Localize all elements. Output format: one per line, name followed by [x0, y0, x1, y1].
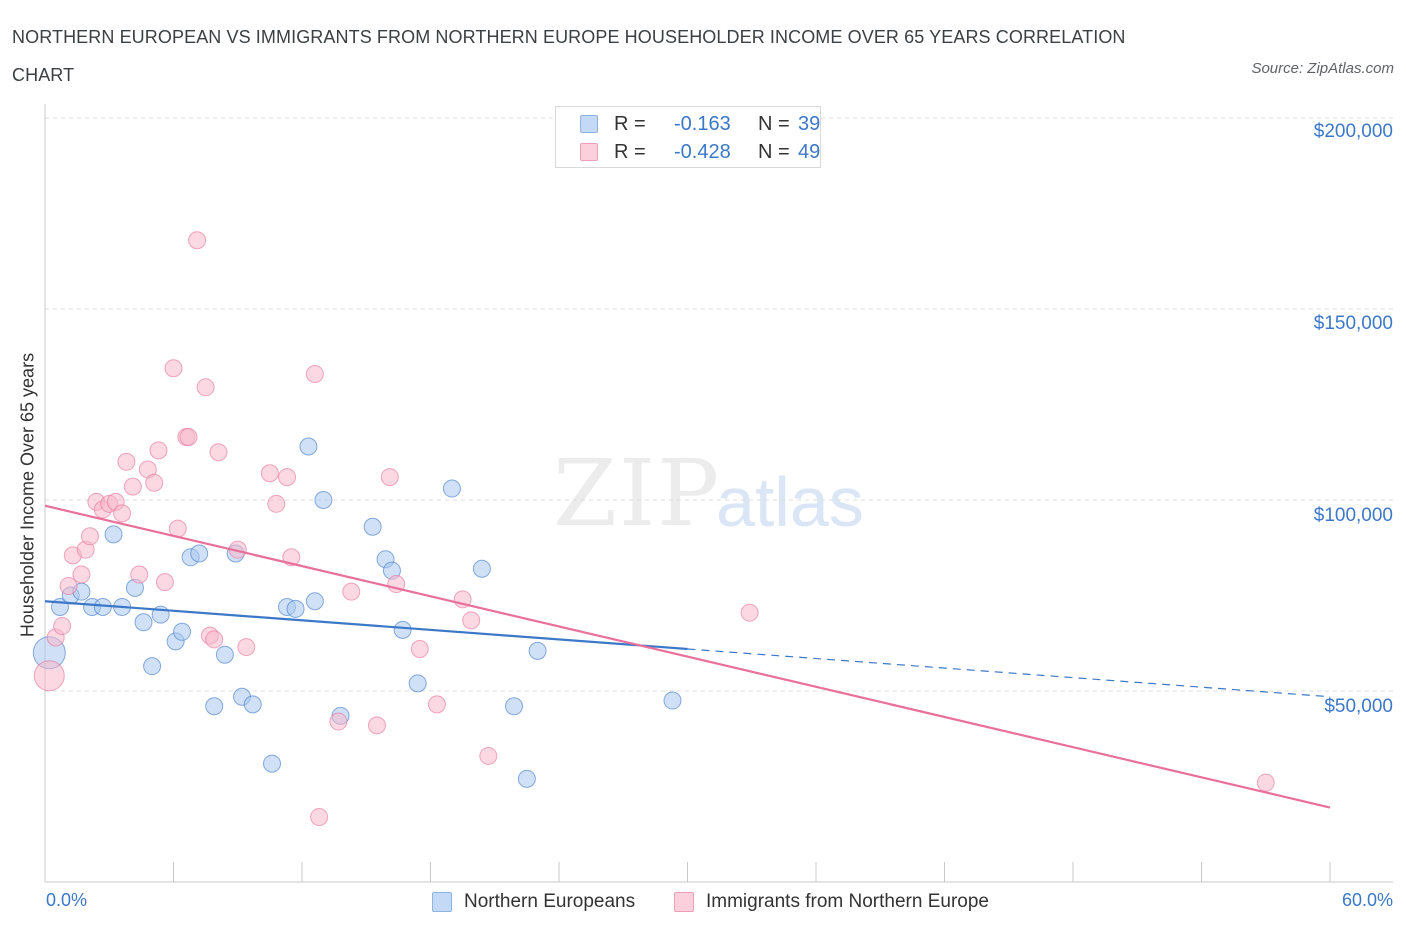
point-immigrant-northern-europe	[410, 639, 429, 658]
point-immigrant-northern-europe	[179, 427, 198, 446]
y-tick-label: $50,000	[1324, 696, 1393, 717]
legend-n-label: N =	[758, 141, 790, 163]
legend-n-value: 39	[798, 113, 821, 135]
y-tick-label: $100,000	[1313, 505, 1393, 526]
trend-line-northern-europeans-extension	[687, 648, 1331, 698]
point-northern-european	[442, 479, 461, 498]
point-immigrant-northern-europe	[80, 527, 99, 546]
point-northern-european	[314, 491, 333, 509]
point-immigrant-northern-europe	[380, 468, 399, 487]
point-immigrant-northern-europe	[462, 611, 481, 630]
point-northern-european	[134, 613, 153, 632]
point-northern-european	[243, 695, 262, 714]
point-immigrant-northern-europe	[305, 364, 324, 383]
series-legend-label: Northern Europeans	[464, 891, 636, 912]
y-tick-label: $200,000	[1313, 121, 1393, 142]
point-immigrant-northern-europe	[1256, 773, 1275, 792]
point-northern-european	[663, 691, 682, 710]
watermark-zip: ZIP	[553, 440, 722, 547]
data-points	[32, 231, 1275, 827]
point-immigrant-northern-europe	[123, 477, 142, 496]
point-immigrant-northern-europe	[113, 504, 132, 523]
point-northern-european	[363, 517, 382, 536]
point-immigrant-northern-europe	[188, 231, 207, 250]
chart-title: NORTHERN EUROPEAN VS IMMIGRANTS FROM NOR…	[12, 27, 1126, 85]
point-immigrant-northern-europe	[72, 565, 91, 584]
point-northern-european	[528, 641, 547, 660]
y-tick-label: $150,000	[1313, 313, 1393, 334]
point-northern-european	[104, 525, 123, 544]
point-immigrant-northern-europe	[145, 473, 164, 492]
point-immigrant-northern-europe	[196, 378, 215, 397]
x-tick-label-max: 60.0%	[1341, 890, 1393, 910]
point-northern-european	[505, 697, 524, 716]
point-northern-european	[215, 645, 234, 664]
point-immigrant-northern-europe	[267, 494, 286, 513]
grid-lines	[45, 117, 1393, 692]
point-immigrant-northern-europe	[59, 576, 78, 595]
series-legend-label: Immigrants from Northern Europe	[706, 891, 989, 912]
correlation-legend: R = -0.163 N = 39 R = -0.428 N = 49	[555, 106, 821, 168]
legend-n-value: 49	[798, 141, 821, 163]
legend-r-label: R =	[614, 113, 646, 135]
point-northern-european	[143, 657, 162, 676]
point-immigrant-northern-europe	[740, 603, 759, 622]
point-northern-european	[408, 674, 427, 693]
x-tick-label-min: 0.0%	[46, 890, 88, 910]
point-immigrant-northern-europe	[53, 617, 72, 636]
legend-n-label: N =	[758, 113, 790, 135]
legend-r-value: -0.428	[674, 141, 731, 163]
trend-lines	[44, 504, 1331, 809]
point-immigrant-northern-europe	[342, 582, 361, 601]
point-immigrant-northern-europe	[260, 464, 279, 483]
point-immigrant-northern-europe	[130, 565, 149, 584]
point-immigrant-northern-europe	[205, 630, 224, 649]
point-northern-european	[472, 559, 491, 578]
point-northern-european	[517, 769, 536, 788]
point-immigrant-northern-europe	[367, 716, 386, 735]
point-immigrant-northern-europe	[155, 573, 174, 592]
point-immigrant-northern-europe	[149, 441, 168, 460]
y-axis-label: Householder Income Over 65 years	[17, 352, 38, 638]
point-immigrant-northern-europe	[427, 695, 446, 714]
point-immigrant-northern-europe	[33, 660, 65, 692]
legend-r-label: R =	[614, 141, 646, 163]
point-immigrant-northern-europe	[329, 712, 348, 731]
point-northern-european	[393, 620, 412, 639]
series-swatch-pink	[674, 892, 694, 912]
point-immigrant-northern-europe	[278, 468, 297, 487]
point-northern-european	[190, 544, 209, 563]
point-northern-european	[263, 754, 282, 773]
point-northern-european	[299, 437, 318, 456]
point-northern-european	[286, 599, 305, 618]
trend-line-immigrants	[44, 504, 1331, 809]
legend-r-value: -0.163	[674, 113, 731, 135]
source-text: Source: ZipAtlas.com	[1251, 60, 1394, 77]
point-immigrant-northern-europe	[209, 443, 228, 462]
series-swatch-blue	[432, 892, 452, 912]
point-immigrant-northern-europe	[117, 452, 136, 471]
point-immigrant-northern-europe	[164, 359, 183, 378]
point-immigrant-northern-europe	[479, 746, 498, 765]
watermark-atlas: atlas	[716, 463, 864, 541]
point-northern-european	[205, 697, 224, 716]
legend-swatch-blue	[580, 115, 598, 133]
point-immigrant-northern-europe	[310, 808, 329, 827]
point-immigrant-northern-europe	[237, 638, 256, 657]
axes	[44, 104, 1393, 883]
trend-line-northern-europeans	[44, 600, 688, 651]
point-northern-european	[173, 622, 192, 641]
point-northern-european	[305, 592, 324, 611]
legend-swatch-pink	[580, 143, 598, 161]
